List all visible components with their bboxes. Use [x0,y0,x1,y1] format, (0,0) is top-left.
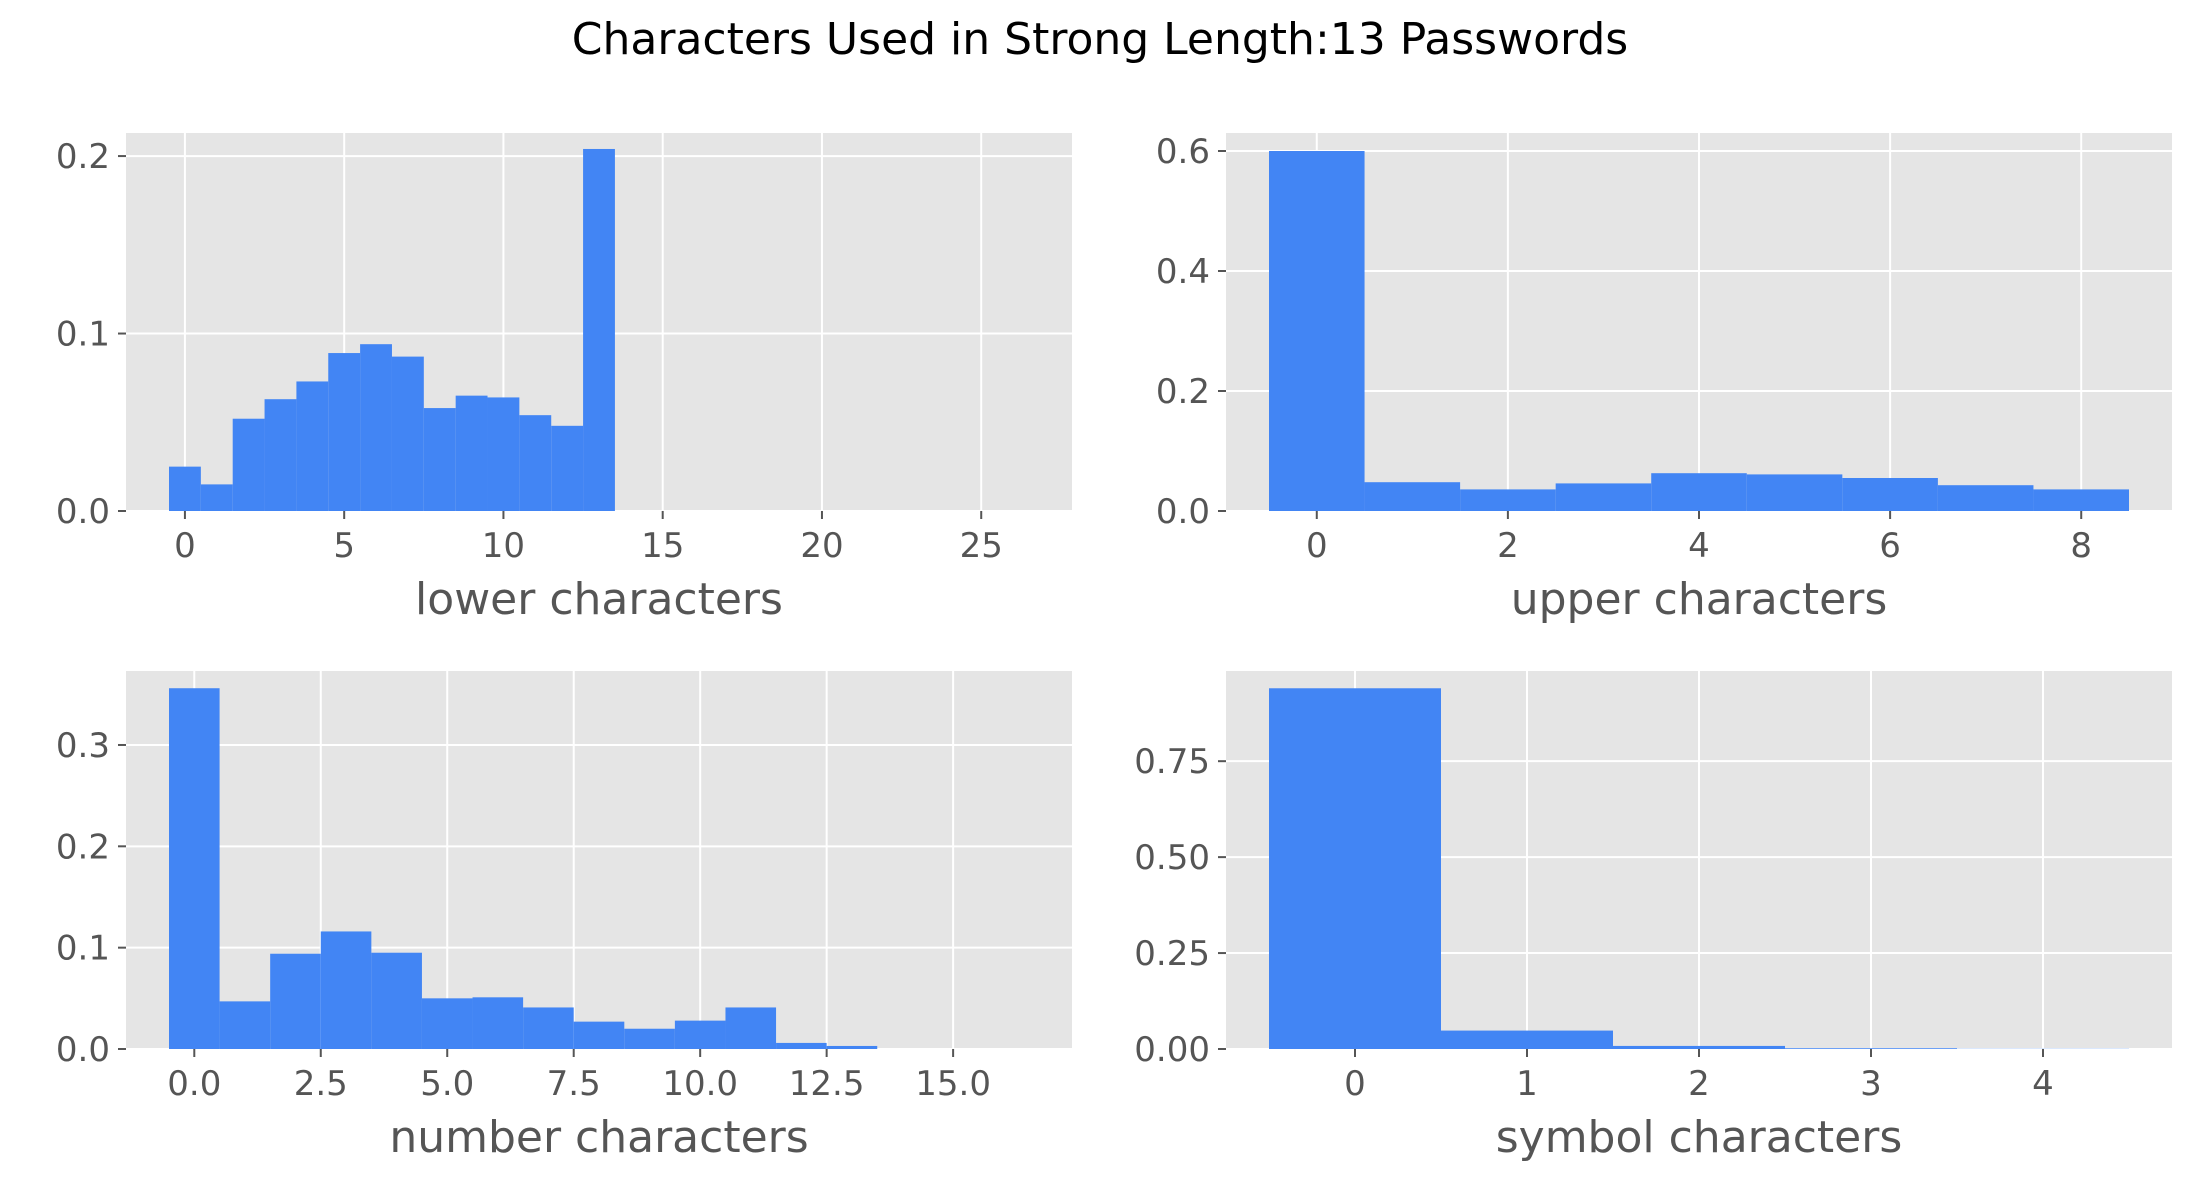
panel-3-y-tick-label-0: 0.0 [56,1030,110,1070]
panel-1-bar-8 [423,408,456,511]
panel-3-bar-5 [421,998,473,1049]
panel-4-x-tick-label-2: 2 [1688,1064,1710,1104]
panel-3-bar-3 [320,931,372,1049]
panel-2-bar-8 [2033,489,2129,511]
panel-2-x-tick-label-4: 8 [2070,526,2092,566]
panel-2-y-tick-label-0: 0.0 [1156,492,1210,532]
panel-4-x-tick-label-0: 0 [1344,1064,1366,1104]
panel-3-bar-7 [523,1007,574,1049]
panel-3-x-tick-label-4: 10.0 [662,1064,738,1104]
panel-1-y-tick-label-1: 0.1 [56,315,110,355]
panel-3-bar-0 [169,688,220,1049]
panel-3-x-tick-label-5: 12.5 [789,1064,865,1104]
panel-1-bar-2 [232,418,265,511]
panel-2-x-tick-label-1: 2 [1497,526,1519,566]
panel-4-y-tick-label-2: 0.50 [1134,838,1210,878]
panel-1-y-tick-label-0: 0.0 [56,492,110,532]
panel-3-y-tick-label-2: 0.2 [56,827,110,867]
panel-2-x-tick-label-3: 6 [1879,526,1901,566]
panel-3-bar-2 [270,953,321,1049]
panel-1-y-tick-label-2: 0.2 [56,137,110,177]
panel-1-x-axis-label: lower characters [415,574,783,625]
panel-3-x-tick-label-2: 5.0 [420,1064,474,1104]
panel-4-bar-1 [1441,1030,1613,1049]
panel-1-x-tick-label-4: 20 [800,526,843,566]
panel-1-bar-9 [455,395,488,511]
panel-2-bar-2 [1460,489,1556,511]
panel-4-y-tick-label-0: 0.00 [1134,1030,1210,1070]
panel-3-y-tick-label-1: 0.1 [56,929,110,969]
panel-2-x-axis-label: upper characters [1511,574,1888,625]
panel-4-x-tick-label-3: 3 [1860,1064,1882,1104]
panel-1-bar-0 [169,466,201,511]
panel-4-bar-3 [1785,1048,1957,1049]
panel-4-x-tick-label-1: 1 [1516,1064,1538,1104]
panel-1-bar-6 [360,344,392,511]
panel-2-y-tick-label-2: 0.4 [1156,252,1210,292]
panel-1-bar-11 [519,415,552,511]
panel-1-bar-3 [264,399,297,511]
panel-4-y-tick-label-1: 0.25 [1134,934,1210,974]
panel-4-bar-2 [1613,1045,1785,1049]
panel-2-bar-4 [1651,473,1747,511]
panel-3-bar-12 [776,1042,827,1049]
panel-4-x-tick-label-4: 4 [2032,1064,2054,1104]
panel-2-bar-3 [1555,483,1652,511]
panel-3-x-axis-label: number characters [389,1112,808,1163]
panel-2-bar-7 [1937,485,2034,511]
panel-3-bar-1 [219,1001,271,1049]
panel-3-bar-6 [472,997,524,1049]
panel-3-x-tick-label-0: 0.0 [167,1064,221,1104]
figure-title: Characters Used in Strong Length:13 Pass… [571,14,1629,65]
panel-3-bar-9 [624,1028,675,1049]
panel-4-bar-0 [1269,688,1441,1049]
panel-1-x-tick-label-5: 25 [960,526,1003,566]
panel-1-x-tick-label-2: 10 [482,526,525,566]
panel-1-bar-13 [583,148,615,511]
panel-2-bar-6 [1842,478,1938,511]
panel-2-x-tick-label-2: 4 [1688,526,1710,566]
panel-1-bar-12 [551,425,584,511]
panel-3-bar-4 [371,952,422,1049]
panel-2-bar-1 [1364,482,1461,511]
panel-4-x-axis-label: symbol characters [1496,1112,1903,1163]
panel-2-x-tick-label-0: 0 [1306,526,1328,566]
panel-1-bar-1 [200,484,233,511]
panel-2-y-tick-label-3: 0.6 [1156,132,1210,172]
panel-3-plot-background [126,671,1072,1049]
panel-2-bar-5 [1746,474,1843,511]
panel-1-bar-5 [328,353,361,511]
panel-3-bar-11 [725,1007,777,1049]
panel-3-x-tick-label-1: 2.5 [294,1064,348,1104]
panel-3-x-tick-label-3: 7.5 [547,1064,601,1104]
panel-1-bar-10 [487,397,520,511]
panel-3-y-tick-label-3: 0.3 [56,726,110,766]
panel-1-x-tick-label-1: 5 [333,526,355,566]
panel-2-y-tick-label-1: 0.2 [1156,372,1210,412]
panel-3-bar-13 [826,1045,878,1049]
panel-2-bar-0 [1269,151,1365,511]
panel-3-bar-8 [573,1021,625,1049]
panel-1-bar-7 [391,356,424,511]
panel-3-bar-10 [674,1020,726,1049]
panel-1-x-tick-label-0: 0 [174,526,196,566]
panel-1-bar-4 [296,381,329,511]
panel-1-x-tick-label-3: 15 [641,526,684,566]
panel-3-x-tick-label-6: 15.0 [915,1064,991,1104]
panel-4-y-tick-label-3: 0.75 [1134,742,1210,782]
